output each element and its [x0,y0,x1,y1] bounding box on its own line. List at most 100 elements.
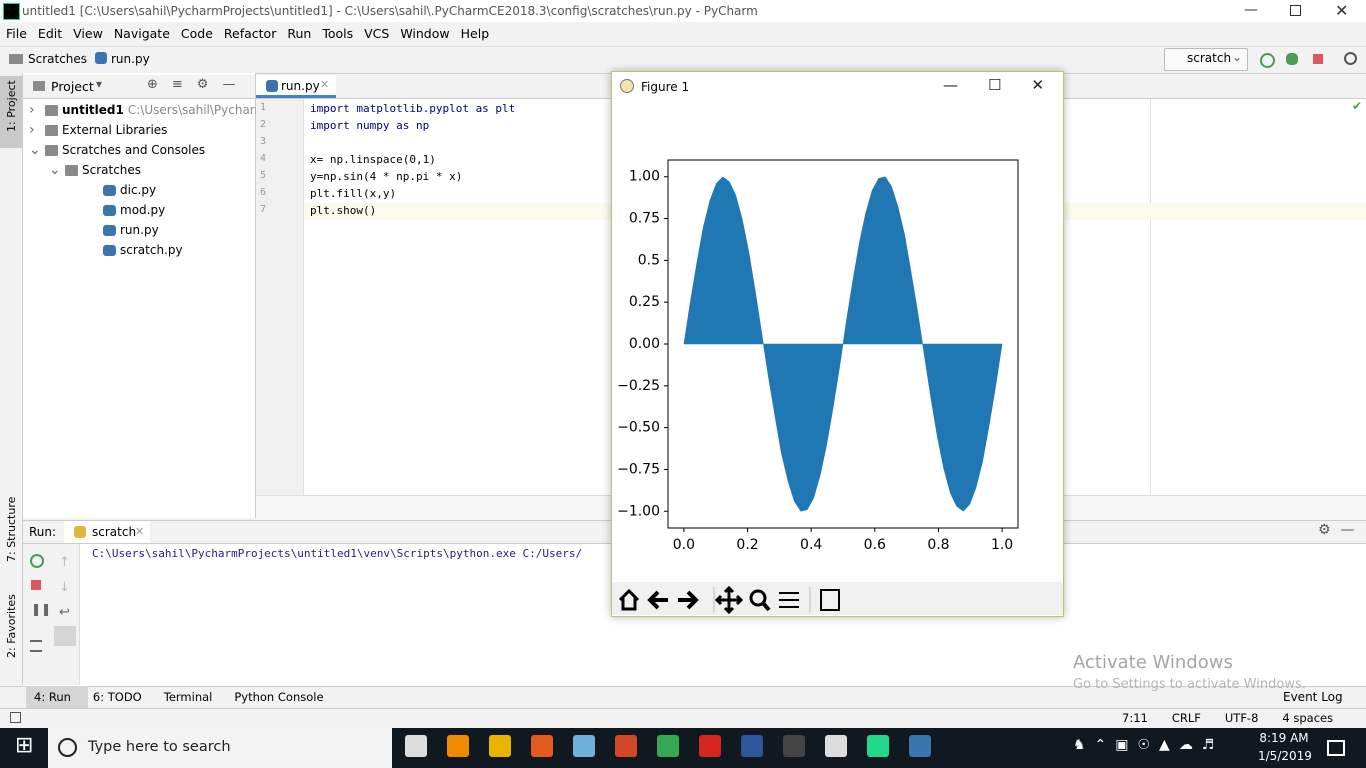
side-tab[interactable]: 2: Favorites [5,594,18,658]
tree-row[interactable]: dic.py [87,180,156,200]
side-tab[interactable]: 7: Structure [5,496,18,562]
taskbar-app[interactable] [909,735,931,757]
bottom-tab-active[interactable] [26,686,88,708]
line-number: 6 [260,187,267,198]
tree-arrow: ⌄ [29,142,41,158]
taskbar-app[interactable] [741,735,763,757]
menu-item[interactable]: Run [287,26,312,41]
search-placeholder: Type here to search [88,739,231,755]
rerun-button[interactable] [1260,53,1275,68]
taskbar-app[interactable] [531,735,553,757]
bottom-tab[interactable]: 4: Run [34,690,71,704]
area [683,176,1003,512]
check-mark: ✔ [1352,99,1363,113]
tree-label: untitled1 [62,103,124,117]
project-icon [33,81,45,91]
taskbar-app[interactable] [783,735,805,757]
taskbar-app[interactable] [615,735,637,757]
taskbar-app[interactable] [405,735,427,757]
event-log[interactable]: Event Log [1283,690,1343,704]
window-controls[interactable]: —☐✕ [943,76,1075,94]
taskbar-app[interactable] [867,735,889,757]
code-line: plt.fill(x,y) [310,187,397,200]
taskbar-app[interactable] [489,735,511,757]
tree-icon [103,224,116,236]
rerun-button[interactable] [30,554,44,568]
notifications[interactable] [1327,740,1345,756]
tab-close[interactable]: ✕ [320,78,330,91]
layout-button[interactable] [30,640,42,652]
nav-arrows[interactable]: ↑ ↓ ↩ [59,555,70,620]
line-number: 4 [260,153,267,164]
tree-row[interactable]: › untitled1 C:\Users\sahil\PycharmPr [29,100,278,120]
project-title[interactable]: Project [51,79,94,94]
taskbar-app[interactable] [573,735,595,757]
status-item[interactable]: UTF-8 [1224,711,1259,725]
menu-item[interactable]: VCS [364,26,390,41]
tree-row[interactable]: run.py [87,220,159,240]
maximize-button[interactable] [1290,5,1301,16]
breadcrumb[interactable]: Scratches [28,52,88,66]
menu-item[interactable]: View [73,26,103,41]
tree-icon [45,104,58,116]
taskbar-app[interactable] [699,735,721,757]
menu-item[interactable]: Code [180,26,213,41]
bottom-tab[interactable]: Terminal [163,690,213,704]
run-config: scratch [1187,51,1232,65]
status-item[interactable]: CRLF [1171,711,1201,725]
stop-button[interactable] [31,580,41,590]
start-button[interactable]: ⊞ [15,733,34,758]
status-item[interactable]: 4 spaces [1282,711,1334,725]
panel-tools[interactable]: ⊕≡⚙— [147,77,250,92]
menu-item[interactable]: Navigate [113,26,170,41]
back-button[interactable] [647,590,668,610]
panel-tools[interactable]: ⚙— [1318,522,1365,538]
menu-item[interactable]: Tools [322,26,354,41]
tree-label: dic.py [120,183,157,197]
tab-close[interactable]: ✕ [135,525,145,538]
run-output: C:\Users\sahil\PycharmProjects\untitled1… [92,547,583,560]
side-tab[interactable]: 1: Project [5,80,18,132]
tree-row[interactable]: scratch.py [87,240,183,260]
side-tab-active[interactable] [0,76,22,148]
menu-item[interactable]: File [6,26,27,41]
search-button[interactable] [1344,52,1357,65]
taskbar-app[interactable] [447,735,469,757]
tree-row[interactable]: mod.py [87,200,165,220]
menu-item[interactable]: Window [400,26,450,41]
scroll-end-button[interactable] [54,626,76,646]
taskbar-app[interactable] [657,735,679,757]
figure-icon [620,79,634,93]
run-config-select[interactable] [1164,48,1248,71]
pause-button[interactable]: ❚❚ [31,602,52,616]
close-button[interactable]: ✕ [1335,1,1349,20]
zoom-button[interactable] [749,589,767,607]
editor-tab[interactable]: run.py [281,79,320,93]
bottom-tab-bar [0,686,1366,709]
folder-icon [9,54,23,64]
tree-row[interactable]: ⌄ Scratches and Consoles [29,140,205,160]
y-tick-label: 0.5 [638,252,660,268]
pan-button[interactable] [714,585,744,615]
bottom-tab[interactable]: 6: TODO [92,690,142,704]
bottom-tab[interactable]: Python Console [234,690,324,704]
run-tab[interactable]: scratch [92,525,137,539]
span: ↩ [59,605,70,620]
debug-button[interactable] [1286,53,1298,65]
save-button[interactable] [820,589,840,611]
minimize-button[interactable]: — [1244,2,1258,18]
status-item[interactable]: 7:11 [1122,711,1148,725]
configure-button[interactable] [779,592,799,608]
tree-row[interactable]: › External Libraries [29,120,167,140]
menu-item[interactable]: Help [460,26,490,41]
stop-button[interactable] [1313,54,1323,64]
menu-item[interactable]: Refactor [223,26,277,41]
status-items: 7:11 CRLF UTF-8 4 spaces [1122,711,1333,725]
tree-row[interactable]: ⌄ Scratches [49,160,141,180]
search-box[interactable] [48,728,392,768]
home-button[interactable] [618,588,640,611]
breadcrumb[interactable]: run.py [111,52,150,66]
forward-button[interactable] [678,590,699,610]
taskbar-app[interactable] [825,735,847,757]
menu-item[interactable]: Edit [37,26,63,41]
